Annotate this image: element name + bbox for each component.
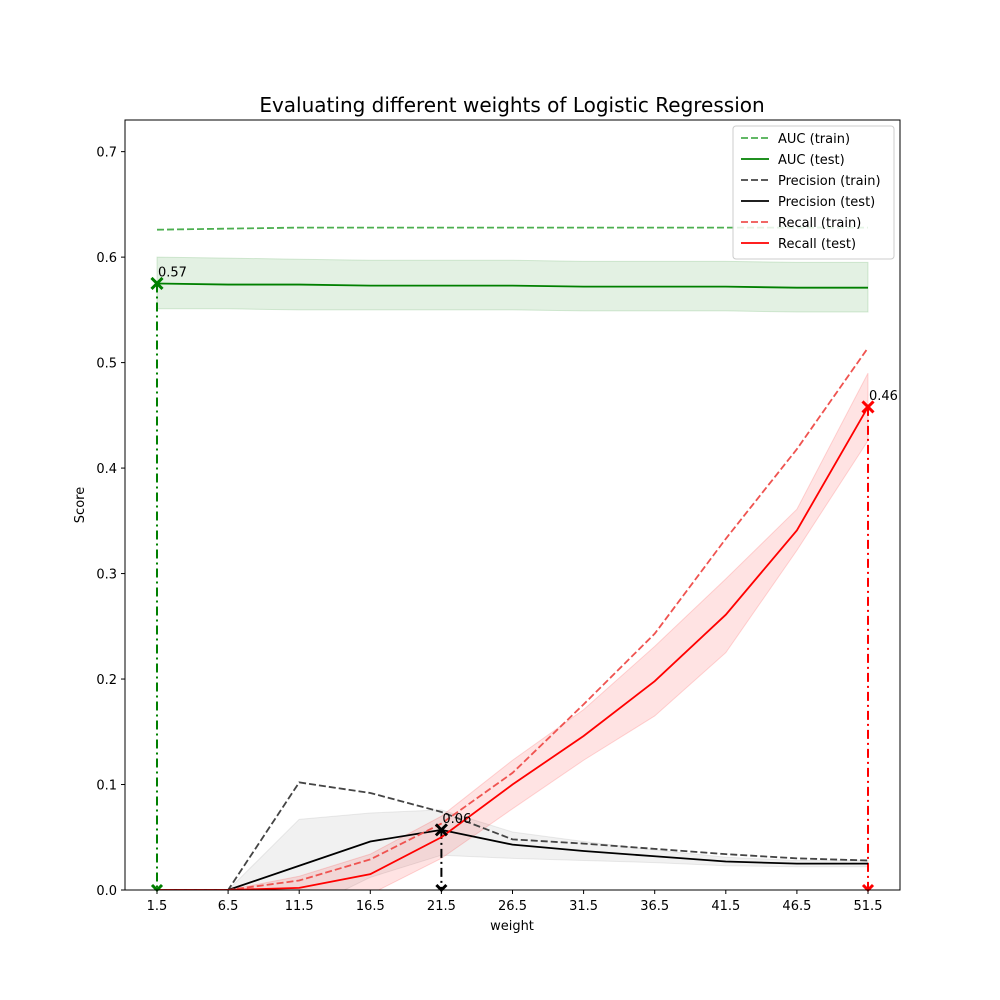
y-tick-label: 0.4 xyxy=(96,462,117,477)
x-tick-label: 26.5 xyxy=(498,899,527,914)
x-tick-label: 1.5 xyxy=(147,899,168,914)
chart-title: Evaluating different weights of Logistic… xyxy=(259,93,764,117)
x-tick-label: 41.5 xyxy=(711,899,740,914)
legend-label: Precision (train) xyxy=(778,174,881,189)
legend-label: AUC (train) xyxy=(778,132,850,147)
precision-train-line xyxy=(156,781,869,890)
legend-item-recall-train: Recall (train) xyxy=(741,216,861,231)
x-tick-label: 46.5 xyxy=(782,899,811,914)
legend-label: Precision (test) xyxy=(778,195,875,210)
legend-item-auc-train: AUC (train) xyxy=(741,132,850,147)
best-value-guides xyxy=(155,283,870,890)
legend-label: Recall (test) xyxy=(778,237,856,252)
y-axis-label: Score xyxy=(73,487,88,523)
x-axis-ticks: 1.5 6.5 11.5 16.5 21.5 26.5 31.5 36.5 41.5 46.5 51… xyxy=(147,890,883,914)
x-tick-label: 21.5 xyxy=(427,899,456,914)
legend-label: AUC (test) xyxy=(778,153,845,168)
y-tick-label: 0.6 xyxy=(96,251,117,266)
legend-item-recall-test: Recall (test) xyxy=(741,237,856,252)
auc-test-line xyxy=(156,282,869,289)
y-tick-label: 0.5 xyxy=(96,357,117,372)
legend-item-precision-test: Precision (test) xyxy=(741,195,875,210)
precision-test-best-label: 0.06 xyxy=(442,812,471,827)
auc-test-band xyxy=(156,256,869,313)
legend-box xyxy=(732,125,895,260)
legend-label: Recall (train) xyxy=(778,216,861,231)
precision-test-line xyxy=(156,828,869,890)
confidence-bands xyxy=(156,256,869,890)
y-tick-label: 0.7 xyxy=(96,146,117,161)
x-tick-label: 51.5 xyxy=(854,899,883,914)
recall-test-best-label: 0.46 xyxy=(869,389,898,404)
x-tick-label: 36.5 xyxy=(640,899,669,914)
legend-item-auc-test: AUC (test) xyxy=(741,153,845,168)
legend: AUC (train) AUC (test) Precision (train) Pr… xyxy=(732,125,895,260)
x-tick-label: 6.5 xyxy=(218,899,239,914)
x-axis-label: weight xyxy=(490,919,534,934)
recall-test-best-marker xyxy=(861,400,875,414)
y-tick-label: 0.2 xyxy=(96,673,117,688)
y-axis-ticks: 0.0 0.1 0.2 0.3 0.4 0.5 0.6 0.7 xyxy=(96,146,125,899)
precision-test-best-marker xyxy=(434,823,448,837)
auc-test-best-marker xyxy=(150,276,164,291)
auc-test-best-label: 0.57 xyxy=(158,265,187,280)
y-tick-label: 0.3 xyxy=(96,568,117,583)
x-tick-label: 11.5 xyxy=(285,899,314,914)
x-tick-label: 31.5 xyxy=(569,899,598,914)
legend-item-precision-train: Precision (train) xyxy=(741,174,881,189)
x-tick-label: 16.5 xyxy=(356,899,385,914)
y-tick-label: 0.0 xyxy=(96,884,117,899)
recall-train-line xyxy=(156,347,869,890)
recall-test-line xyxy=(156,406,869,890)
y-tick-label: 0.1 xyxy=(96,779,117,794)
